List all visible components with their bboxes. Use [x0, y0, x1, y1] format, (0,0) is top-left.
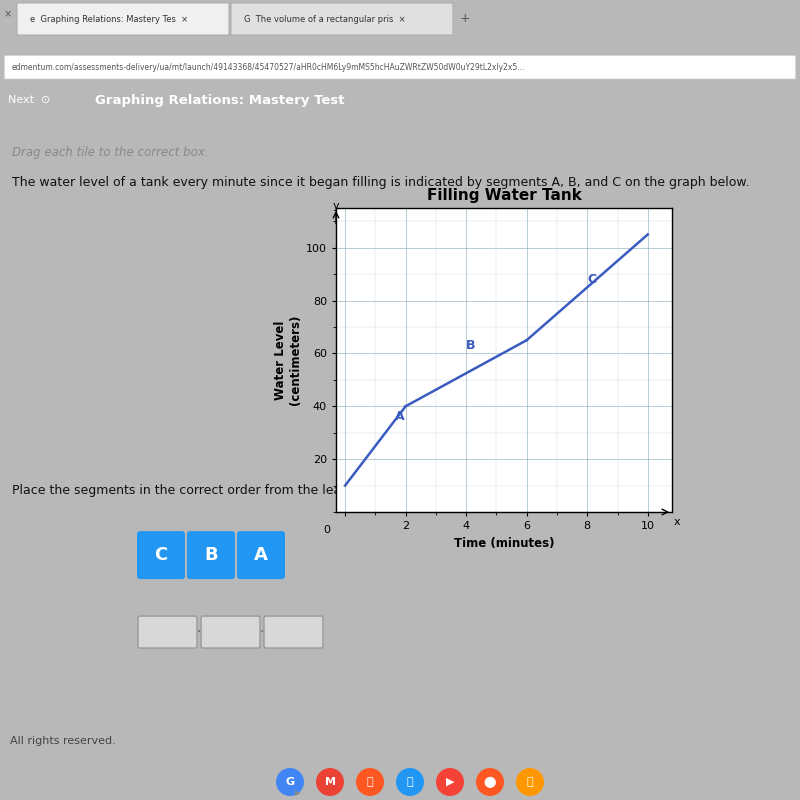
FancyBboxPatch shape: [201, 616, 260, 648]
FancyBboxPatch shape: [187, 531, 235, 579]
Text: C: C: [587, 273, 596, 286]
Text: ▸: ▸: [295, 788, 301, 798]
Text: Graphing Relations: Mastery Test: Graphing Relations: Mastery Test: [95, 94, 345, 107]
FancyBboxPatch shape: [231, 3, 453, 35]
Circle shape: [476, 768, 504, 796]
Text: G  The volume of a rectangular pris  ×: G The volume of a rectangular pris ×: [244, 14, 406, 23]
Circle shape: [396, 768, 424, 796]
FancyBboxPatch shape: [17, 3, 229, 35]
X-axis label: Time (minutes): Time (minutes): [454, 537, 554, 550]
Text: ▶: ▶: [446, 777, 454, 787]
Text: x: x: [674, 518, 680, 527]
FancyBboxPatch shape: [138, 616, 197, 648]
FancyBboxPatch shape: [264, 616, 323, 648]
Text: The water level of a tank every minute since it began filling is indicated by se: The water level of a tank every minute s…: [12, 176, 750, 190]
Text: y: y: [333, 201, 339, 210]
Text: Place the segments in the correct order from the least to the greatest rate of i: Place the segments in the correct order …: [12, 484, 670, 497]
Y-axis label: Water Level
(centimeters): Water Level (centimeters): [274, 315, 302, 405]
FancyBboxPatch shape: [137, 531, 185, 579]
Title: Filling Water Tank: Filling Water Tank: [426, 188, 582, 202]
Text: e  Graphing Relations: Mastery Tes  ×: e Graphing Relations: Mastery Tes ×: [30, 14, 188, 23]
Text: ⭐: ⭐: [526, 777, 534, 787]
Circle shape: [316, 768, 344, 796]
Text: All rights reserved.: All rights reserved.: [10, 736, 116, 746]
Text: ·: ·: [260, 625, 264, 639]
Circle shape: [276, 768, 304, 796]
Text: M: M: [325, 777, 335, 787]
Text: 🎵: 🎵: [406, 777, 414, 787]
FancyBboxPatch shape: [4, 55, 796, 79]
Text: +: +: [460, 13, 470, 26]
Text: ·: ·: [197, 625, 201, 639]
Text: edmentum.com/assessments-delivery/ua/mt/launch/49143368/45470527/aHR0cHM6Ly9mMS5: edmentum.com/assessments-delivery/ua/mt/…: [12, 62, 526, 72]
Text: B: B: [466, 339, 476, 352]
Text: A: A: [395, 410, 405, 423]
Text: ⬤: ⬤: [484, 776, 496, 788]
Text: 0: 0: [323, 526, 330, 535]
Text: B: B: [204, 546, 218, 564]
Circle shape: [516, 768, 544, 796]
FancyBboxPatch shape: [237, 531, 285, 579]
Text: C: C: [154, 546, 168, 564]
Text: G: G: [286, 777, 294, 787]
Text: Next  ⊙: Next ⊙: [8, 95, 50, 106]
Circle shape: [436, 768, 464, 796]
Circle shape: [356, 768, 384, 796]
Text: Drag each tile to the correct box.: Drag each tile to the correct box.: [12, 146, 209, 159]
Text: A: A: [254, 546, 268, 564]
Text: ×: ×: [4, 9, 12, 19]
Text: 📁: 📁: [366, 777, 374, 787]
